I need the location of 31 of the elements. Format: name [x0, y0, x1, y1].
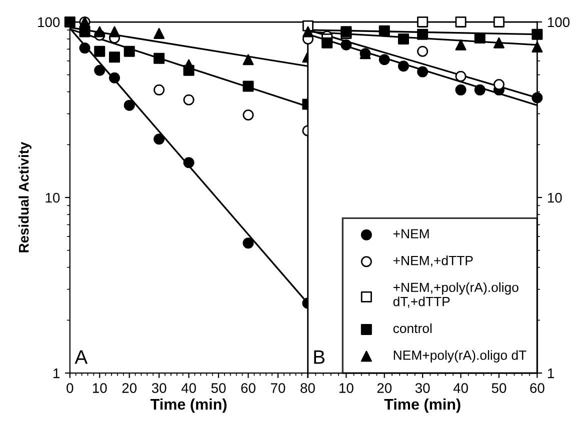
x-tick-label: 80 — [300, 383, 315, 393]
annotation: B — [314, 350, 325, 364]
annotation: A — [74, 350, 88, 364]
x-tick-label: 20 — [377, 383, 392, 393]
x-tick-label: 30 — [152, 383, 166, 393]
x-tick-label: 30 — [415, 383, 430, 393]
y2-tick-label: 100 — [548, 17, 570, 28]
x-tick-label: 10 — [340, 383, 354, 393]
y2-tick-label: 10 — [548, 192, 562, 203]
y-tick-label: 100 — [38, 17, 60, 28]
x-tick-label: 10 — [92, 383, 107, 393]
x-tick-label: 60 — [530, 383, 544, 393]
legend-label: NEM+poly(rA).oligo dT — [394, 350, 526, 362]
y-tick-label: 1 — [54, 368, 60, 378]
x-tick-label: 50 — [492, 383, 506, 393]
x-tick-label: 20 — [122, 383, 137, 393]
x-axis-title: Time (min) — [384, 398, 460, 413]
x-axis-title: Time (min) — [150, 398, 227, 413]
y-axis-title: Residual Activity — [18, 142, 32, 252]
x-tick-label: 70 — [270, 383, 286, 393]
x-tick-label: 40 — [181, 383, 196, 393]
legend-label: +NEM,+poly(rA).oligo dT,+dTTP — [393, 282, 518, 308]
legend-label: control — [393, 323, 432, 334]
y-tick-label: 10 — [46, 192, 60, 203]
x-tick-label: 0 — [66, 383, 74, 393]
legend-label: +NEM — [393, 229, 429, 238]
y2-tick-label: 1 — [548, 368, 554, 378]
x-tick-label: 50 — [211, 383, 226, 393]
x-tick-label: 40 — [453, 383, 468, 393]
x-tick-label: 60 — [241, 383, 256, 393]
legend-label: +NEM,+dTTP — [393, 256, 473, 267]
